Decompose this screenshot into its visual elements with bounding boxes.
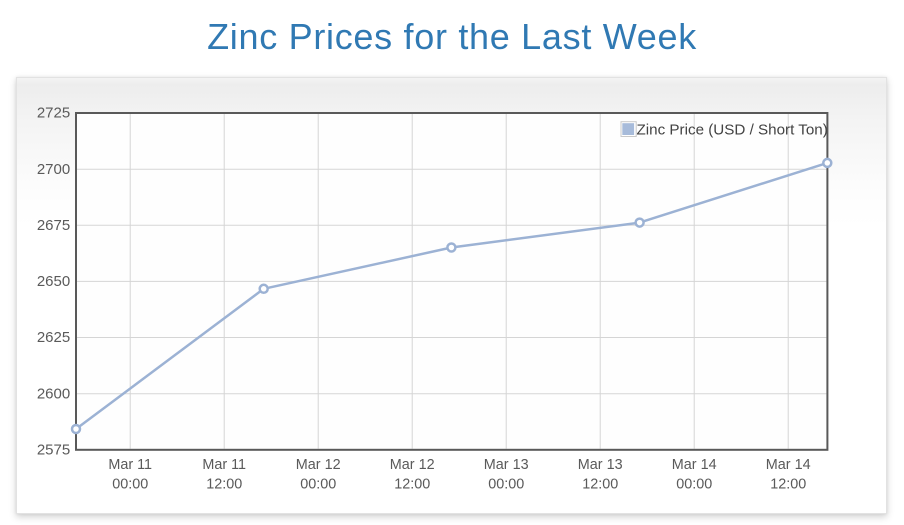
svg-text:Mar 12: Mar 12 xyxy=(390,457,435,473)
svg-text:2725: 2725 xyxy=(37,105,70,122)
svg-text:2700: 2700 xyxy=(37,161,70,178)
svg-text:12:00: 12:00 xyxy=(582,477,618,493)
svg-text:Mar 13: Mar 13 xyxy=(484,457,529,473)
svg-text:00:00: 00:00 xyxy=(112,477,148,493)
svg-text:2650: 2650 xyxy=(37,273,70,290)
svg-text:Mar 13: Mar 13 xyxy=(578,457,623,473)
svg-text:Mar 11: Mar 11 xyxy=(108,457,152,473)
svg-text:2625: 2625 xyxy=(37,329,70,346)
svg-text:00:00: 00:00 xyxy=(300,477,336,493)
svg-text:2575: 2575 xyxy=(37,442,70,459)
svg-text:Zinc Price (USD / Short Ton): Zinc Price (USD / Short Ton) xyxy=(637,122,828,139)
svg-text:00:00: 00:00 xyxy=(676,477,712,493)
svg-text:12:00: 12:00 xyxy=(394,477,430,493)
svg-text:Mar 14: Mar 14 xyxy=(672,457,717,473)
svg-text:Mar 11: Mar 11 xyxy=(202,457,246,473)
svg-text:12:00: 12:00 xyxy=(770,477,806,493)
svg-text:12:00: 12:00 xyxy=(206,477,242,493)
svg-text:Mar 14: Mar 14 xyxy=(766,457,811,473)
svg-text:2675: 2675 xyxy=(37,217,70,234)
svg-text:Mar 12: Mar 12 xyxy=(296,457,341,473)
svg-text:2600: 2600 xyxy=(37,385,70,402)
svg-text:00:00: 00:00 xyxy=(488,477,524,493)
